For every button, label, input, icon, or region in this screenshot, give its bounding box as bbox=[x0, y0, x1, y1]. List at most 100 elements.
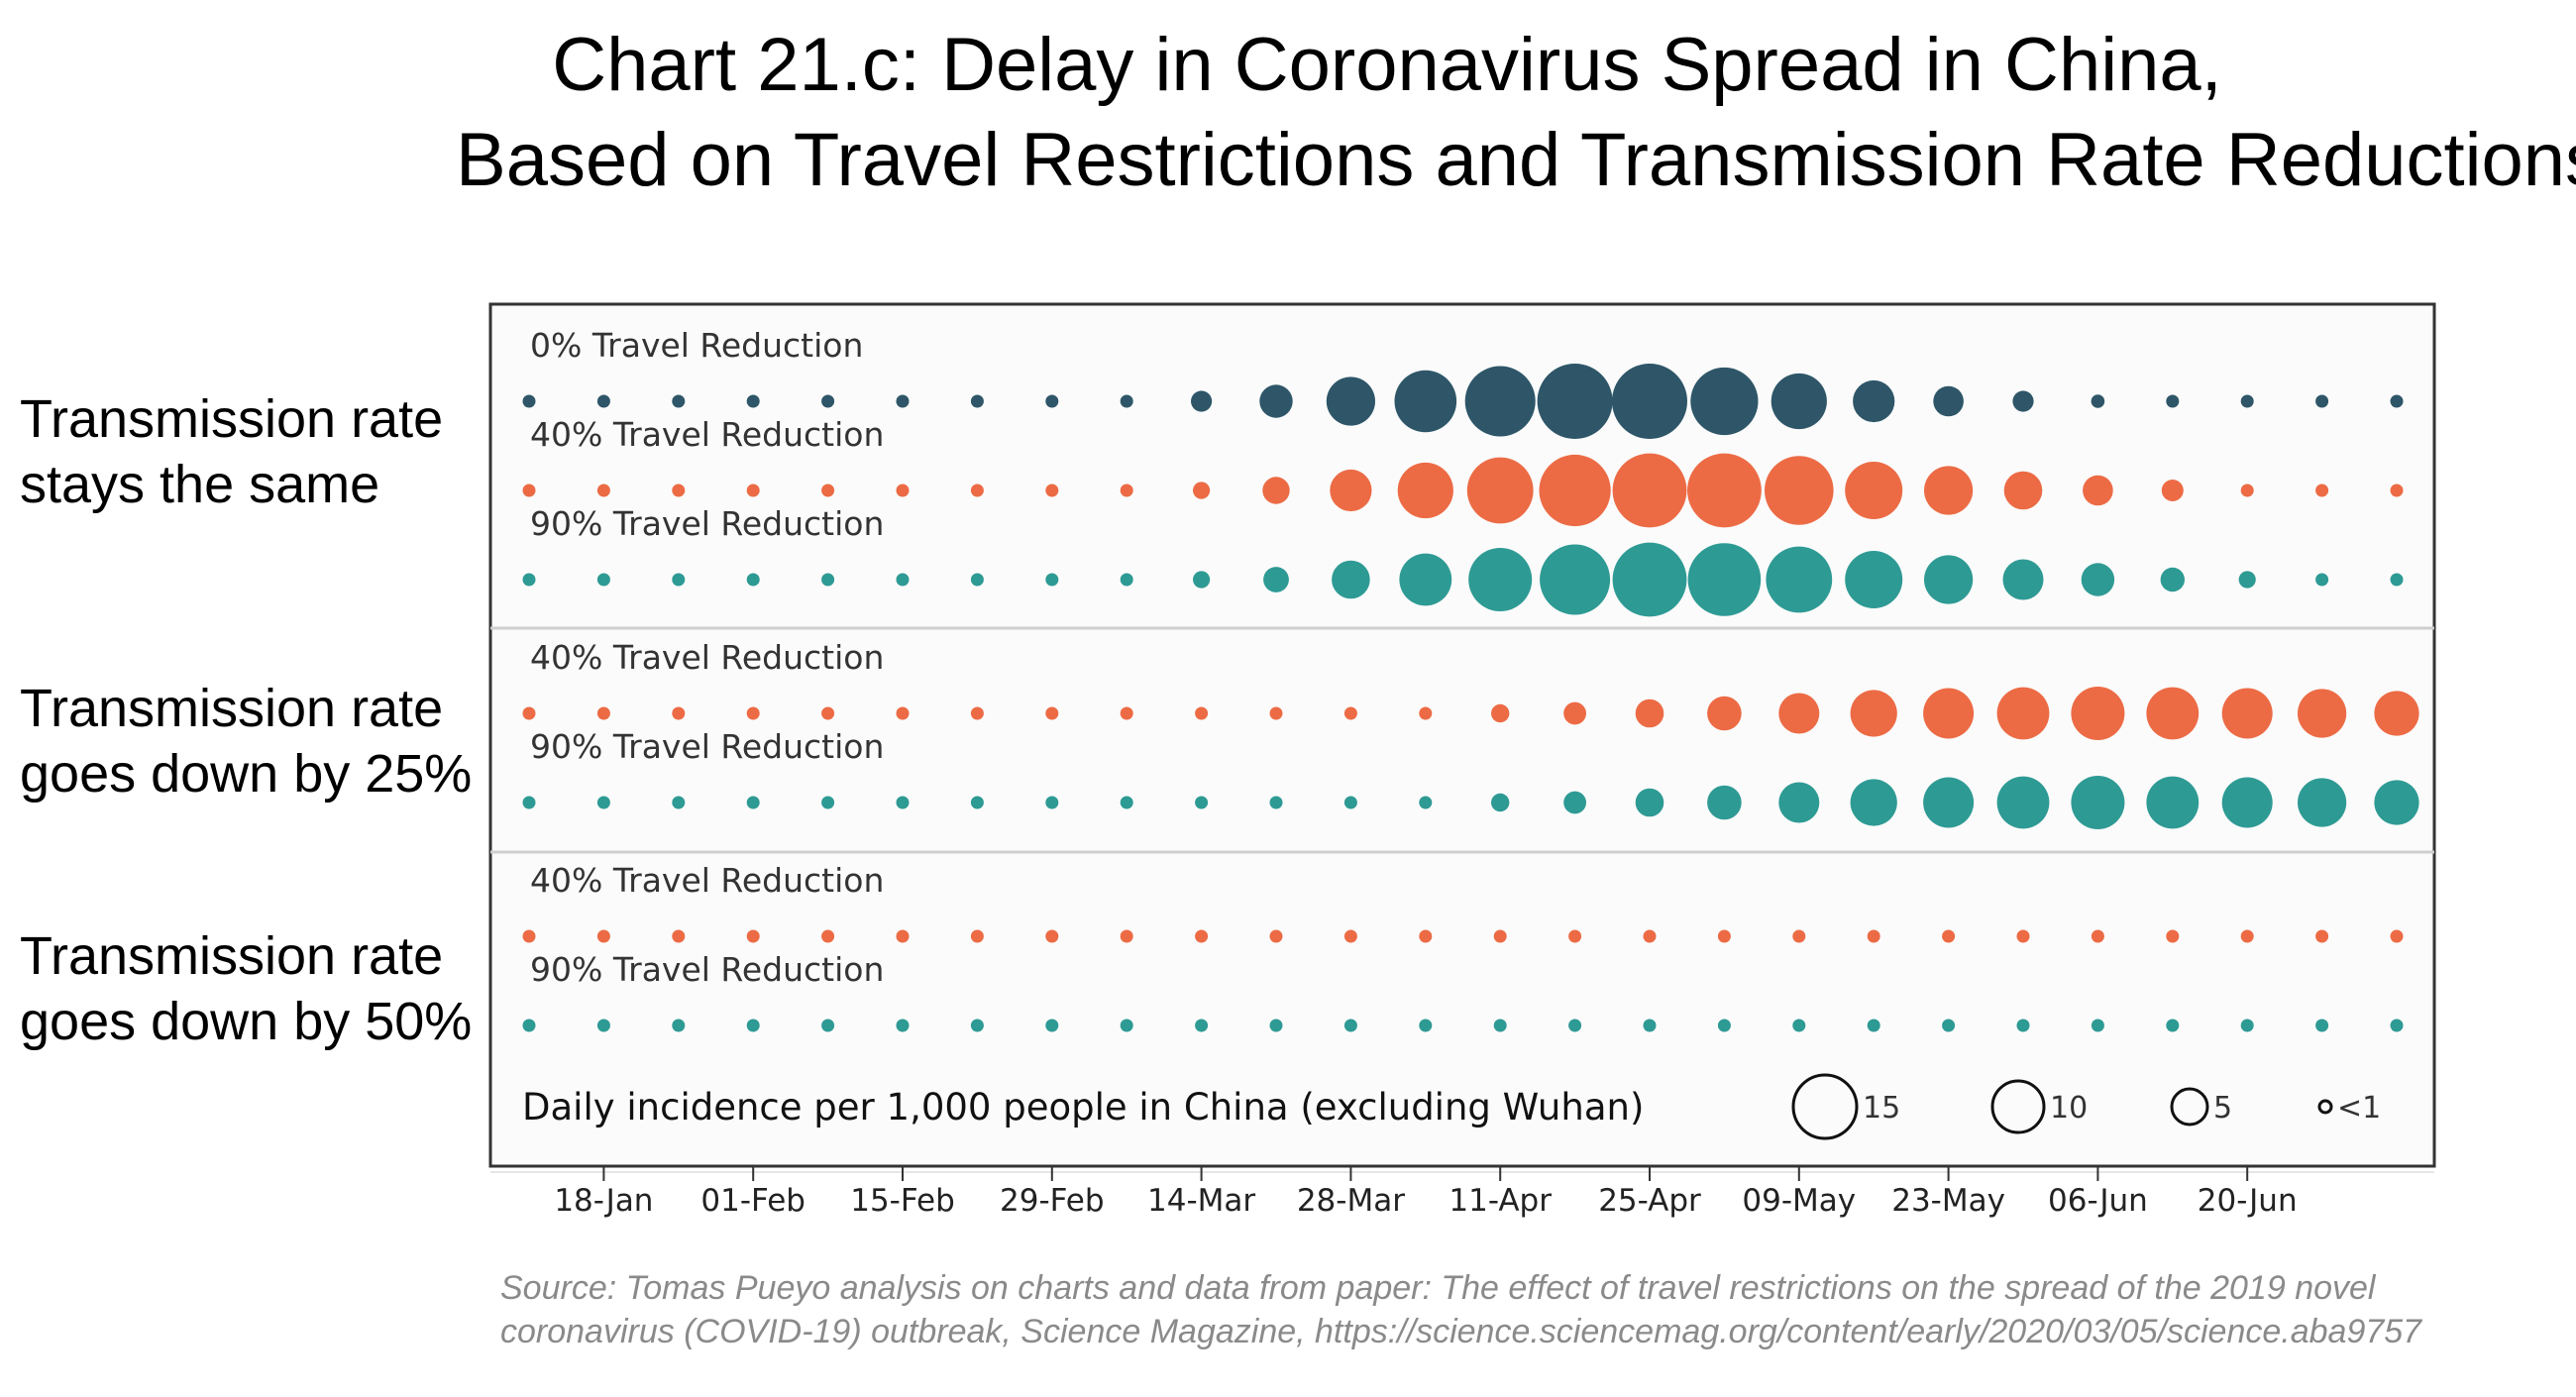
bubble-point bbox=[1867, 1019, 1880, 1032]
bubble-point bbox=[522, 573, 536, 587]
bubble-point bbox=[1563, 701, 1586, 725]
bubble-point bbox=[1853, 379, 1895, 423]
bubble-point bbox=[1792, 1019, 1806, 1032]
bubble-point bbox=[522, 929, 536, 943]
bubble-point bbox=[2315, 929, 2329, 943]
group-label-50-line2: goes down by 50% bbox=[20, 992, 473, 1051]
bubble-point bbox=[672, 706, 686, 720]
bubble-point bbox=[1120, 706, 1133, 720]
x-tick-label: 25-Apr bbox=[1598, 1183, 1701, 1219]
x-tick-label: 09-May bbox=[1742, 1183, 1856, 1219]
chart-inner-title: Daily incidence per 1,000 people in Chin… bbox=[522, 1086, 1644, 1128]
bubble-point bbox=[1269, 1019, 1283, 1032]
bubble-point bbox=[1193, 571, 1211, 589]
bubble-point bbox=[2166, 394, 2180, 408]
group-label-same: Transmission rate stays the same bbox=[20, 386, 443, 517]
bubble-point bbox=[1120, 573, 1133, 587]
bubble-point bbox=[896, 484, 910, 497]
bubble-point bbox=[1269, 796, 1283, 809]
bubble-point bbox=[746, 706, 760, 720]
bubble-point bbox=[522, 484, 536, 497]
bubble-point bbox=[896, 706, 910, 720]
bubble-point bbox=[672, 1019, 686, 1032]
bubble-point bbox=[1343, 929, 1357, 943]
bubble-point bbox=[672, 484, 686, 497]
chart-title-line1: Chart 21.c: Delay in Coronavirus Spread … bbox=[552, 23, 2222, 107]
bubble-point bbox=[1269, 929, 1283, 943]
x-tick-label: 20-Jun bbox=[2198, 1183, 2298, 1219]
bubble-point bbox=[1491, 793, 1510, 812]
bubble-point bbox=[2374, 780, 2419, 825]
bubble-point bbox=[2071, 776, 2125, 829]
bubble-point bbox=[1399, 553, 1452, 606]
bubble-point bbox=[1766, 546, 1833, 613]
bubble-point bbox=[1491, 703, 1510, 723]
x-tick-label: 23-May bbox=[1891, 1183, 2005, 1219]
bubble-point bbox=[1045, 929, 1059, 943]
bubble-point bbox=[2166, 929, 2180, 943]
bubble-point bbox=[1563, 791, 1586, 814]
bubble-point bbox=[1120, 929, 1133, 943]
bubble-point bbox=[1923, 688, 1975, 739]
bubble-point bbox=[1045, 706, 1059, 720]
legend-label: <1 bbox=[2337, 1091, 2381, 1126]
legend-label: 5 bbox=[2213, 1091, 2232, 1126]
bubble-point bbox=[970, 573, 984, 587]
bubble-point bbox=[2091, 929, 2104, 943]
bubble-point bbox=[896, 929, 910, 943]
bubble-point bbox=[1717, 929, 1731, 943]
bubble-point bbox=[1466, 457, 1534, 524]
bubble-point bbox=[2238, 571, 2256, 589]
bubble-point bbox=[2161, 480, 2184, 501]
legend-circle bbox=[2170, 1087, 2209, 1127]
bubble-point bbox=[1850, 690, 1897, 737]
group-label-25-line2: goes down by 25% bbox=[20, 744, 473, 804]
bubble-point bbox=[1924, 555, 1974, 604]
bubble-point bbox=[1867, 929, 1880, 943]
bubble-point bbox=[1612, 542, 1687, 617]
bubble-point bbox=[596, 394, 610, 408]
bubble-point bbox=[2298, 778, 2347, 827]
bubble-point bbox=[970, 929, 984, 943]
bubble-point bbox=[1195, 796, 1209, 809]
bubble-point bbox=[1717, 1019, 1731, 1032]
bubble-point bbox=[1419, 929, 1433, 943]
bubble-point bbox=[821, 573, 835, 587]
bubble-point bbox=[2083, 475, 2113, 506]
source-note: Source: Tomas Pueyo analysis on charts a… bbox=[500, 1269, 2422, 1350]
series-label: 90% Travel Reduction bbox=[530, 727, 884, 766]
bubble-point bbox=[970, 796, 984, 809]
bubble-point bbox=[1778, 782, 1820, 823]
bubble-point bbox=[970, 706, 984, 720]
bubble-point bbox=[821, 706, 835, 720]
bubble-point bbox=[1332, 560, 1370, 599]
bubble-point bbox=[2390, 929, 2404, 943]
bubble-point bbox=[596, 1019, 610, 1032]
x-tick-label: 11-Apr bbox=[1449, 1183, 1552, 1219]
bubble-point bbox=[1343, 1019, 1357, 1032]
bubble-point bbox=[2166, 1019, 2180, 1032]
bubble-point bbox=[1195, 1019, 1209, 1032]
bubble-point bbox=[1262, 477, 1290, 504]
bubble-point bbox=[1792, 929, 1806, 943]
bubble-point bbox=[2315, 394, 2329, 408]
bubble-point bbox=[1568, 1019, 1582, 1032]
bubble-point bbox=[672, 929, 686, 943]
series-label: 90% Travel Reduction bbox=[530, 504, 884, 543]
bubble-point bbox=[1540, 544, 1611, 615]
bubble-point bbox=[746, 484, 760, 497]
x-axis: 18-Jan 01-Feb 15-Feb 29-Feb 14-Mar 28-Mar 11-A… bbox=[554, 1166, 2298, 1219]
bubble-point bbox=[1537, 364, 1613, 439]
group-label-50-line1: Transmission rate bbox=[20, 926, 444, 986]
legend-circle bbox=[1990, 1079, 2046, 1134]
bubble-point bbox=[1771, 373, 1827, 430]
bubble-point bbox=[1419, 706, 1433, 720]
bubble-point bbox=[596, 706, 610, 720]
legend-label: 10 bbox=[2050, 1091, 2088, 1126]
bubble-point bbox=[1635, 698, 1664, 728]
bubble-point bbox=[522, 1019, 536, 1032]
bubble-point bbox=[1778, 693, 1820, 734]
bubble-point bbox=[2315, 1019, 2329, 1032]
bubble-point bbox=[821, 929, 835, 943]
bubble-point bbox=[596, 484, 610, 497]
